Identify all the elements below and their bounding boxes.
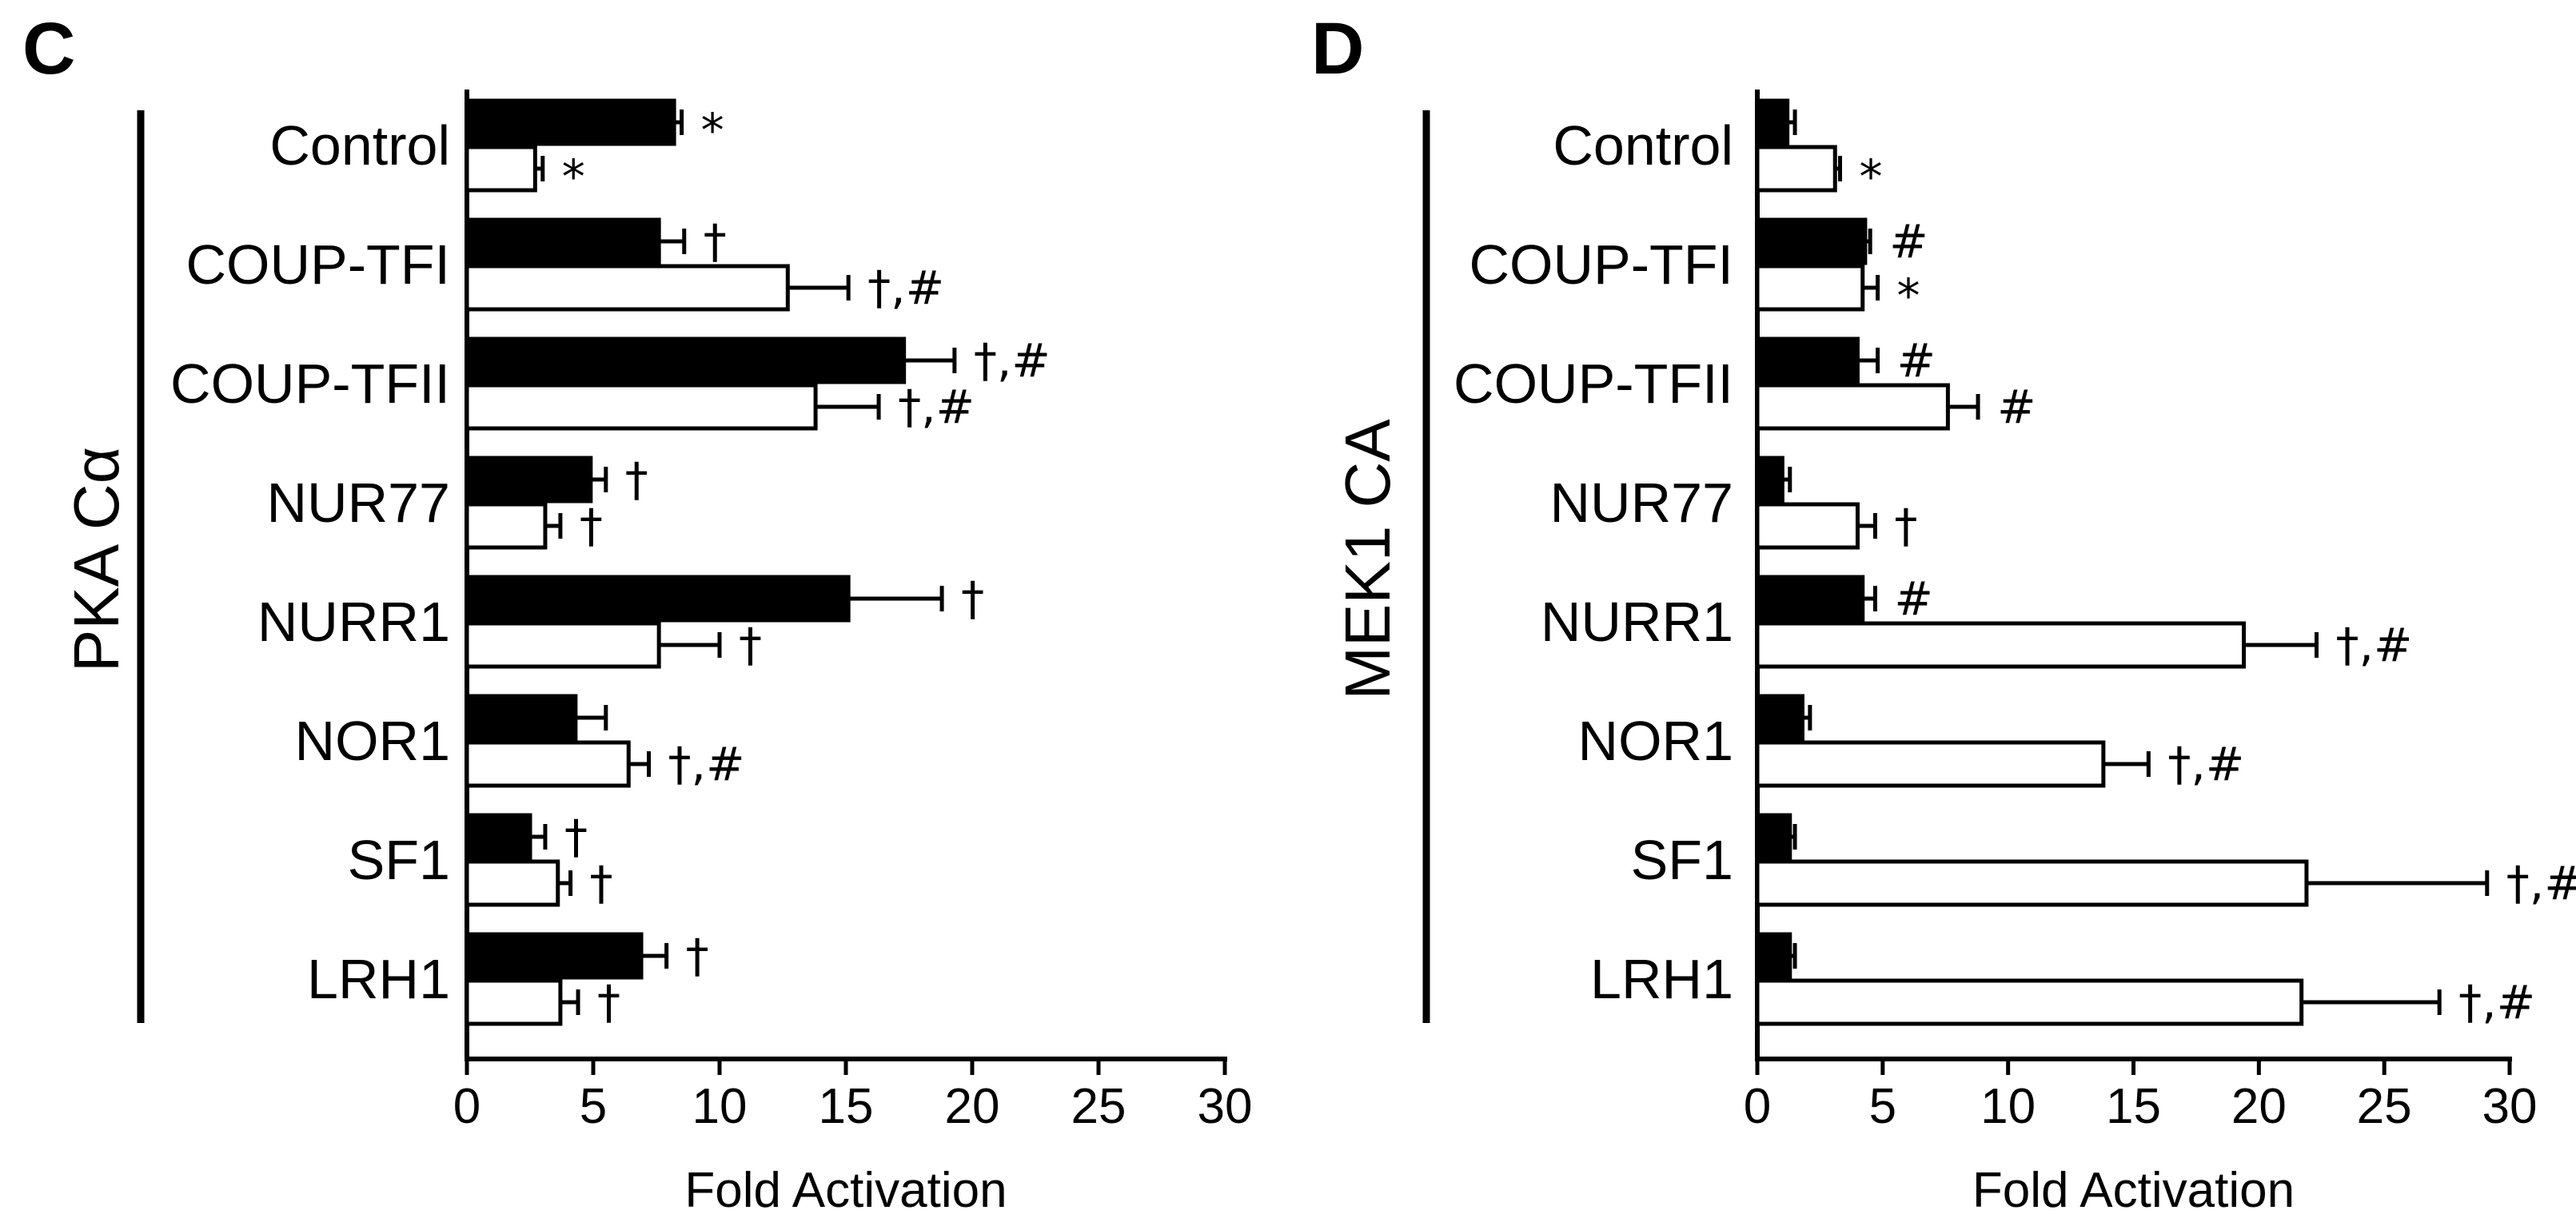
category-label: Control bbox=[269, 114, 450, 177]
significance-label: # bbox=[1997, 380, 2036, 434]
significance-label: * bbox=[562, 149, 585, 204]
x-tick-label: 20 bbox=[945, 1079, 1000, 1134]
significance-label: # bbox=[1889, 214, 1928, 269]
panel-d: D MEK1 CA 0 5 10 15 20 25 30 Fold Activation Contr… bbox=[1311, 8, 2576, 1218]
bar-open bbox=[1755, 383, 1950, 431]
panel-letter: C bbox=[22, 8, 75, 90]
bar-open bbox=[465, 145, 537, 193]
bar-open bbox=[465, 978, 563, 1026]
panel-c: C PKA Cα 0 5 10 15 20 25 30 Fold Activation Contro… bbox=[22, 8, 1252, 1218]
bar-filled bbox=[1755, 456, 1784, 504]
significance-label: # bbox=[1894, 571, 1933, 626]
significance-label: †,# bbox=[898, 380, 975, 434]
significance-label: †,# bbox=[867, 261, 944, 315]
bar-open bbox=[1755, 502, 1860, 550]
category-label: COUP-TFII bbox=[1453, 352, 1733, 415]
x-tick-label: 30 bbox=[1198, 1079, 1253, 1134]
bar-open bbox=[1755, 264, 1865, 312]
category-label: COUP-TFI bbox=[185, 233, 450, 296]
category-label: NOR1 bbox=[295, 710, 450, 772]
significance-label: † bbox=[597, 975, 620, 1029]
x-axis-title: Fold Activation bbox=[1972, 1163, 2295, 1218]
bar-open bbox=[1755, 978, 2304, 1026]
bar-filled bbox=[1755, 813, 1792, 861]
bar-open bbox=[465, 740, 631, 788]
significance-label: †,# bbox=[668, 737, 745, 791]
significance-label: †,# bbox=[2458, 975, 2535, 1029]
significance-label: † bbox=[580, 499, 603, 553]
x-tick-label: 25 bbox=[1071, 1079, 1127, 1134]
category-label: SF1 bbox=[348, 829, 450, 891]
bar-open bbox=[1755, 621, 2247, 669]
bar-filled bbox=[1755, 694, 1804, 742]
significance-label: †,# bbox=[2506, 856, 2576, 910]
bar-filled bbox=[465, 575, 851, 623]
category-label: LRH1 bbox=[1590, 948, 1733, 1010]
bar-filled bbox=[465, 456, 593, 504]
significance-label: † bbox=[686, 929, 709, 983]
bar-open bbox=[465, 859, 560, 907]
x-tick-label: 25 bbox=[2357, 1079, 2412, 1134]
x-tick-label: 20 bbox=[2231, 1079, 2287, 1134]
significance-label: † bbox=[1894, 499, 1917, 553]
x-tick-label: 5 bbox=[1869, 1079, 1896, 1134]
bar-filled bbox=[465, 694, 578, 742]
bar-open bbox=[465, 264, 790, 312]
category-label: COUP-TFII bbox=[170, 352, 450, 415]
bar-filled bbox=[1755, 932, 1792, 980]
category-label: SF1 bbox=[1631, 829, 1733, 891]
significance-label: * bbox=[701, 103, 724, 157]
x-tick-label: 10 bbox=[692, 1079, 748, 1134]
bar-filled bbox=[1755, 98, 1790, 146]
bar-filled bbox=[465, 813, 532, 861]
bar-open bbox=[1755, 859, 2309, 907]
bar-filled bbox=[465, 932, 644, 980]
significance-label: # bbox=[1897, 333, 1936, 388]
bar-open bbox=[1755, 145, 1837, 193]
category-label: NURR1 bbox=[257, 591, 450, 653]
x-tick-label: 0 bbox=[453, 1079, 481, 1134]
group-label: PKA Cα bbox=[61, 447, 132, 672]
bar-open bbox=[465, 502, 548, 550]
bar-open bbox=[1755, 740, 2106, 788]
bar-open bbox=[465, 383, 818, 431]
category-label: LRH1 bbox=[307, 948, 450, 1010]
bar-filled bbox=[1755, 217, 1868, 265]
group-label: MEK1 CA bbox=[1332, 419, 1403, 700]
bar-filled bbox=[1755, 336, 1860, 384]
significance-label: * bbox=[1860, 149, 1883, 204]
category-label: NOR1 bbox=[1578, 710, 1733, 772]
category-label: NURR1 bbox=[1541, 591, 1733, 653]
significance-label: †,# bbox=[2335, 618, 2412, 672]
x-tick-label: 5 bbox=[580, 1079, 607, 1134]
significance-label: † bbox=[590, 856, 613, 910]
bar-filled bbox=[465, 217, 661, 265]
x-tick-label: 0 bbox=[1744, 1079, 1771, 1134]
bar-filled bbox=[1755, 575, 1865, 623]
significance-label: † bbox=[739, 618, 762, 672]
bar-open bbox=[465, 621, 661, 669]
x-tick-label: 15 bbox=[819, 1079, 874, 1134]
category-label: Control bbox=[1553, 114, 1733, 177]
x-tick-label: 15 bbox=[2106, 1079, 2161, 1134]
significance-label: † bbox=[564, 810, 588, 864]
significance-label: † bbox=[625, 452, 648, 507]
category-label: NUR77 bbox=[266, 472, 450, 534]
category-label: NUR77 bbox=[1549, 472, 1733, 534]
significance-label: †,# bbox=[2167, 737, 2244, 791]
significance-label: †,# bbox=[974, 333, 1051, 388]
bar-filled bbox=[465, 98, 676, 146]
category-label: COUP-TFI bbox=[1469, 233, 1733, 296]
x-tick-label: 10 bbox=[1980, 1079, 2036, 1134]
significance-label: † bbox=[961, 571, 984, 626]
x-tick-label: 30 bbox=[2482, 1079, 2538, 1134]
significance-label: * bbox=[1897, 269, 1920, 323]
x-axis-title: Fold Activation bbox=[684, 1163, 1007, 1218]
significance-label: † bbox=[704, 214, 727, 269]
bar-filled bbox=[465, 336, 907, 384]
panel-letter: D bbox=[1311, 8, 1364, 90]
